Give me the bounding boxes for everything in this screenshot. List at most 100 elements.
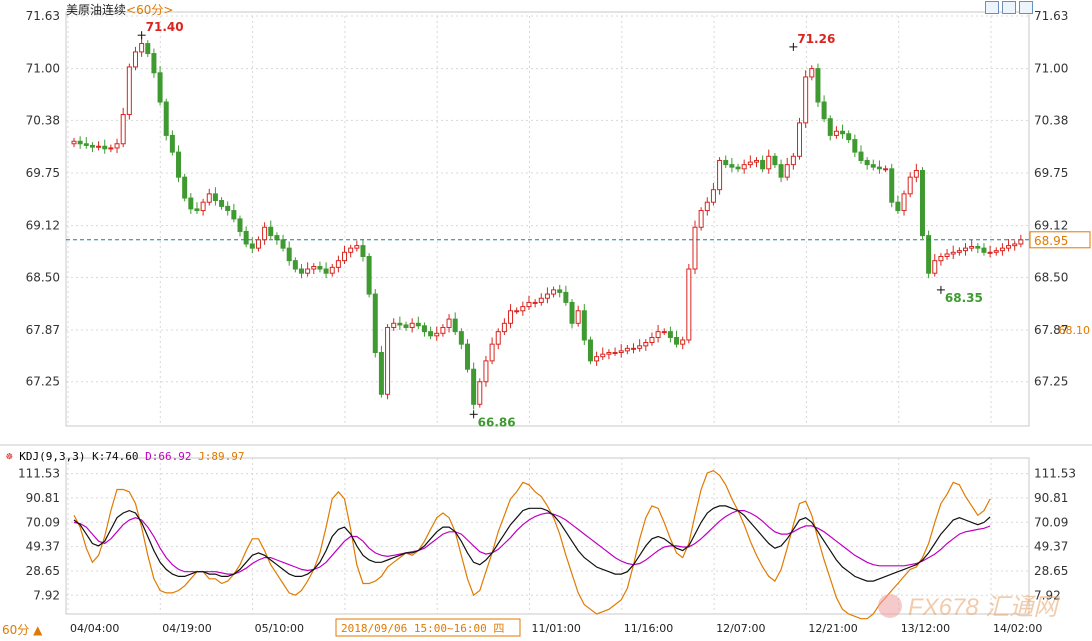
- candle-body: [883, 168, 889, 171]
- candle-body: [237, 218, 243, 232]
- candle-body: [864, 159, 870, 166]
- zoom-icon[interactable]: [1002, 1, 1016, 14]
- candle-body: [452, 318, 458, 333]
- candle-body: [594, 356, 600, 362]
- candle-body: [132, 51, 138, 68]
- kdj-tick-label-right: 28.65: [1034, 564, 1068, 578]
- period-label[interactable]: <60分>: [126, 3, 174, 17]
- candle-body: [557, 289, 563, 293]
- candle-body: [372, 293, 378, 354]
- candle-body: [563, 291, 569, 303]
- candle-body: [686, 268, 692, 341]
- chart-mode-icon[interactable]: [985, 1, 999, 14]
- candle-body: [692, 226, 698, 270]
- candle-body: [212, 193, 218, 202]
- candle-body: [489, 343, 495, 362]
- y-tick-label-right: 67.87: [1034, 323, 1068, 337]
- kdj-tick-label-left: 49.37: [26, 540, 60, 554]
- y-tick-label-left: 70.38: [26, 113, 60, 127]
- candle-body: [102, 145, 108, 150]
- candle-body: [852, 139, 858, 153]
- indicator-panel-frame: [65, 457, 1030, 615]
- candle-body: [274, 235, 280, 241]
- candle-body: [741, 164, 747, 170]
- kdj-tick-label-left: 90.81: [26, 491, 60, 505]
- candle-body: [815, 68, 821, 103]
- candle-body: [575, 310, 581, 324]
- current-price-box: [1029, 231, 1091, 249]
- candle-body: [317, 266, 323, 270]
- candle-body: [323, 268, 329, 274]
- candle-body: [292, 260, 298, 270]
- candle-body: [944, 253, 950, 257]
- y-tick-label-left: 71.63: [26, 9, 60, 23]
- candle-body: [624, 347, 630, 352]
- candle-body: [760, 159, 766, 170]
- candle-body: [963, 247, 969, 252]
- x-tick-label: 11/01:00: [532, 622, 581, 635]
- candle-body: [803, 76, 809, 124]
- candle-body: [280, 239, 286, 249]
- chart-header: 美原油连续<60分>: [66, 1, 173, 18]
- candle-body: [501, 322, 507, 333]
- indicator-settings-icon[interactable]: ☸: [6, 450, 13, 463]
- candle-body: [298, 268, 304, 274]
- candle-body: [200, 201, 206, 212]
- kdj-tick-label-right: 90.81: [1034, 491, 1068, 505]
- candle-body: [434, 332, 440, 337]
- watermark: FX678 汇通网: [876, 588, 1076, 624]
- candle-body: [311, 266, 317, 270]
- period-button[interactable]: 60分 ▲: [2, 623, 43, 637]
- candle-body: [108, 147, 114, 150]
- candle-body: [520, 306, 526, 312]
- y-tick-label-right: 69.12: [1034, 219, 1068, 233]
- candle-body: [225, 205, 231, 212]
- settings-icon[interactable]: [1019, 1, 1033, 14]
- y-tick-label-right: 71.00: [1034, 62, 1068, 76]
- candle-body: [637, 345, 643, 349]
- candle-body: [96, 145, 102, 148]
- candle-body: [606, 352, 612, 355]
- candle-body: [612, 352, 618, 355]
- candle-body: [176, 151, 182, 178]
- y-tick-label-left: 69.75: [26, 166, 60, 180]
- candle-body: [1012, 243, 1018, 247]
- candle-body: [938, 255, 944, 262]
- candle-body: [409, 322, 415, 328]
- candle-body: [870, 164, 876, 168]
- candle-body: [391, 322, 397, 328]
- x-tick-label: 11/16:00: [624, 622, 673, 635]
- candle-body: [674, 336, 680, 345]
- k-value: K:74.60: [92, 450, 139, 463]
- candle-body: [778, 164, 784, 178]
- candle-body: [784, 164, 790, 178]
- y-tick-label-right: 70.38: [1034, 113, 1068, 127]
- candle-body: [495, 331, 501, 345]
- candle-body: [858, 151, 864, 161]
- candle-body: [840, 130, 846, 135]
- y-tick-label-right: 71.63: [1034, 9, 1068, 23]
- candle-body: [206, 193, 212, 203]
- candle-body: [421, 325, 427, 333]
- candle-body: [268, 226, 274, 237]
- candle-body: [889, 168, 895, 203]
- candle-body: [600, 353, 606, 358]
- candle-body: [926, 235, 932, 274]
- candle-body: [354, 245, 360, 249]
- candle-body: [366, 255, 372, 295]
- candle-body: [993, 250, 999, 253]
- candle-body: [508, 310, 514, 324]
- candle-body: [969, 245, 975, 249]
- candle-body: [569, 301, 575, 324]
- candle-body: [329, 266, 335, 274]
- candle-body: [126, 66, 132, 116]
- candle-body: [169, 134, 175, 153]
- candle-body: [551, 289, 557, 295]
- x-tick-label: 05/10:00: [255, 622, 304, 635]
- y-tick-label-left: 68.50: [26, 270, 60, 284]
- hover-time-label: 2018/09/06 15:00~16:00 四: [341, 622, 504, 635]
- candle-body: [219, 200, 225, 207]
- candle-body: [735, 166, 741, 170]
- candle-body: [403, 324, 409, 328]
- candle-body: [342, 251, 348, 262]
